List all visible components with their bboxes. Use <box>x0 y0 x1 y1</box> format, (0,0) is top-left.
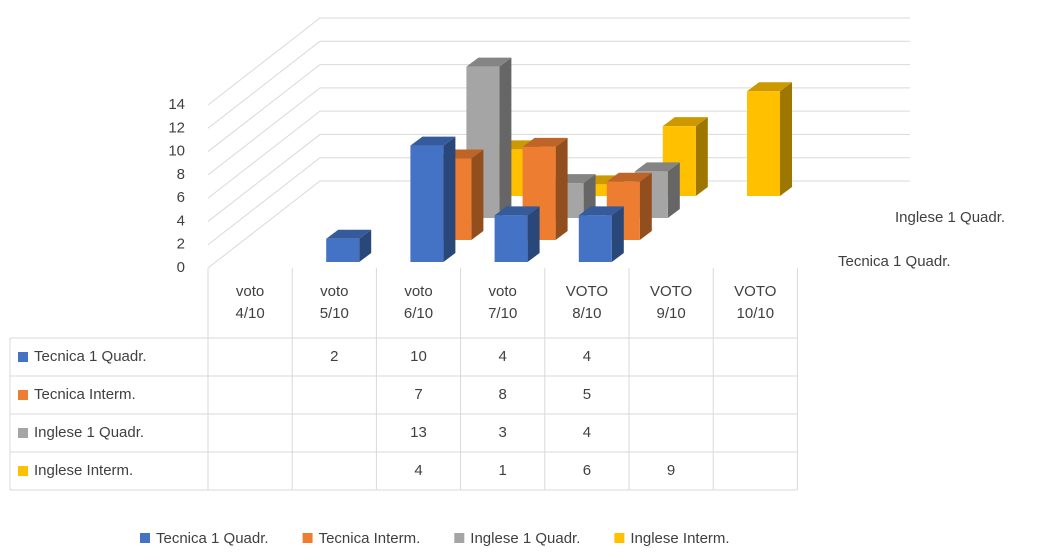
bar-top <box>494 206 540 216</box>
category-label: VOTO 8/10 <box>566 283 608 322</box>
grid-line <box>207 17 910 106</box>
series-name: Tecnica Interm. <box>34 386 136 403</box>
bar <box>494 206 540 262</box>
series-name: Inglese 1 Quadr. <box>34 424 144 441</box>
bar-front <box>747 91 780 196</box>
bar-side <box>639 172 652 240</box>
bar-top <box>747 82 792 92</box>
table-value: 3 <box>499 424 507 441</box>
bar-side <box>443 136 456 262</box>
y-tick-label: 6 <box>177 189 185 206</box>
category-label: voto 7/10 <box>488 283 517 322</box>
table-value: 4 <box>499 348 507 365</box>
bar-side <box>695 117 708 196</box>
bar-top <box>466 57 512 67</box>
legend-label: Tecnica Interm. <box>319 530 421 547</box>
legend-label: Tecnica 1 Quadr. <box>156 530 269 547</box>
y-tick-label: 4 <box>177 212 185 229</box>
grid-line <box>207 40 910 129</box>
y-tick-label: 2 <box>177 236 185 253</box>
table-value: 2 <box>330 348 338 365</box>
bar-front <box>494 215 528 262</box>
category-label: voto 5/10 <box>320 283 349 322</box>
bar-top <box>522 137 568 147</box>
legend-label: Inglese Interm. <box>630 530 729 547</box>
table-value: 8 <box>499 386 507 403</box>
bar-front <box>578 215 612 262</box>
table-value: 4 <box>414 462 422 479</box>
table-value: 9 <box>667 462 675 479</box>
table-value: 5 <box>583 386 591 403</box>
table-value: 1 <box>499 462 507 479</box>
table-value: 4 <box>583 424 591 441</box>
bar-side <box>527 206 540 262</box>
bar-front <box>326 238 360 262</box>
legend-key <box>140 533 150 543</box>
table-legend-key <box>18 390 28 400</box>
bar-side <box>611 206 624 262</box>
y-tick-label: 10 <box>168 143 185 160</box>
table-legend-key <box>18 352 28 362</box>
table-legend-key <box>18 466 28 476</box>
bar-front <box>410 145 444 262</box>
bar <box>326 229 372 262</box>
bar-side <box>780 82 792 196</box>
legend-key <box>454 533 465 543</box>
table-legend-key <box>18 428 28 438</box>
grid-line <box>207 133 910 222</box>
bar-top <box>634 162 680 172</box>
depth-axis-label: Inglese 1 Quadr. <box>895 209 1005 226</box>
grid-line <box>207 64 910 152</box>
bar-side <box>667 162 680 218</box>
bar <box>410 136 456 262</box>
legend-key <box>614 533 625 543</box>
y-tick-label: 0 <box>177 259 185 276</box>
depth-axis-label: Tecnica 1 Quadr. <box>838 253 951 270</box>
bar-side <box>555 137 568 240</box>
category-label: voto 4/10 <box>235 283 264 322</box>
bar-top <box>578 206 624 216</box>
legend-key <box>302 533 313 543</box>
bar-top <box>326 229 372 239</box>
bar-side <box>471 149 484 240</box>
y-tick-label: 12 <box>168 119 185 136</box>
grid-line <box>207 180 910 269</box>
table-value: 4 <box>583 348 591 365</box>
category-label: VOTO 10/10 <box>734 283 776 322</box>
bar-side <box>359 229 372 262</box>
table-value: 7 <box>414 386 422 403</box>
legend: Tecnica 1 Quadr. Tecnica Interm. Inglese 1… <box>140 530 730 547</box>
table-value: 10 <box>410 348 427 365</box>
bar <box>747 82 792 196</box>
bar-top <box>606 172 652 182</box>
category-label: VOTO 9/10 <box>650 283 692 322</box>
table-value: 13 <box>410 424 427 441</box>
bar-top <box>662 117 708 127</box>
bar-top <box>410 136 456 146</box>
grid-line <box>207 110 910 199</box>
series-name: Inglese Interm. <box>34 462 133 479</box>
y-tick-label: 8 <box>177 166 185 183</box>
grid-line <box>207 87 910 176</box>
grid-line <box>207 157 910 246</box>
data-table: voto 4/10 voto 5/10 voto 6/10 voto 7/10 VOTO 8/10… <box>9 268 798 491</box>
table-value: 6 <box>583 462 591 479</box>
bar-side <box>499 57 512 219</box>
series-name: Tecnica 1 Quadr. <box>34 348 147 365</box>
y-tick-label: 14 <box>168 96 185 113</box>
legend-label: Inglese 1 Quadr. <box>470 530 580 547</box>
category-label: voto 6/10 <box>404 283 433 322</box>
bar <box>578 206 624 262</box>
